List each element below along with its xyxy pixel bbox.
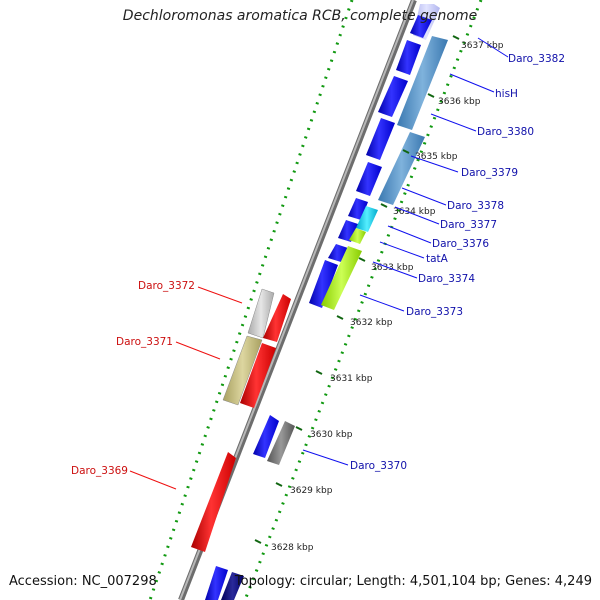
label-daro-3380[interactable]: Daro_3380 xyxy=(477,126,534,138)
label-daro-3369[interactable]: Daro_3369 xyxy=(71,465,128,477)
label-daro-3374[interactable]: Daro_3374 xyxy=(418,273,475,285)
label-daro-3371[interactable]: Daro_3371 xyxy=(116,336,173,348)
ruler-labels: 3637 kbp 3636 kbp 3635 kbp 3634 kbp 3633… xyxy=(271,41,504,553)
ruler-label: 3632 kbp xyxy=(350,318,393,328)
ruler-label: 3630 kbp xyxy=(310,430,353,440)
ruler-label: 3636 kbp xyxy=(438,97,481,107)
label-daro-3376[interactable]: Daro_3376 xyxy=(432,238,489,250)
label-tatA[interactable]: tatA xyxy=(426,253,449,265)
gene-blue-4[interactable] xyxy=(366,118,395,160)
accession-text: Accession: NC_007298 xyxy=(9,574,157,589)
forward-strand-genes xyxy=(205,4,448,600)
gene-daro-3371[interactable] xyxy=(222,335,263,406)
tick-track xyxy=(148,0,483,600)
ruler-label: 3635 kbp xyxy=(415,152,458,162)
gene-red-lower[interactable] xyxy=(240,343,276,408)
reverse-strand-genes xyxy=(191,288,291,552)
reverse-gene-labels: Daro_3372 Daro_3371 Daro_3369 xyxy=(71,280,195,477)
gene-tatA[interactable] xyxy=(349,228,366,244)
gene-blue-3[interactable] xyxy=(378,76,408,117)
gene-navy-bottom[interactable] xyxy=(221,572,244,600)
label-daro-3370[interactable]: Daro_3370 xyxy=(350,460,407,472)
label-daro-3379[interactable]: Daro_3379 xyxy=(461,167,518,179)
gene-blue-1[interactable] xyxy=(410,15,432,38)
gene-blue-bottom[interactable] xyxy=(205,566,228,600)
label-daro-3382[interactable]: Daro_3382 xyxy=(508,53,565,65)
label-hisH[interactable]: hisH xyxy=(495,88,518,100)
gene-cyan[interactable] xyxy=(356,206,378,232)
ruler-label: 3634 kbp xyxy=(393,207,436,217)
ruler-label: 3629 kbp xyxy=(290,486,333,496)
topology-text: Topology: circular; Length: 4,501,104 bp… xyxy=(234,574,592,589)
gene-daro-3380[interactable] xyxy=(378,132,425,205)
gene-daro-3374[interactable] xyxy=(321,246,362,310)
gene-blue-lower[interactable] xyxy=(253,415,279,458)
ruler-label: 3628 kbp xyxy=(271,543,314,553)
ruler-label: 3637 kbp xyxy=(461,41,504,51)
label-daro-3372[interactable]: Daro_3372 xyxy=(138,280,195,292)
ruler-label: 3631 kbp xyxy=(330,374,373,384)
ruler-label: 3633 kbp xyxy=(371,263,414,273)
gene-red-upper[interactable] xyxy=(263,294,291,342)
label-daro-3373[interactable]: Daro_3373 xyxy=(406,306,463,318)
gene-hisH[interactable] xyxy=(397,36,448,130)
gene-blue-9[interactable] xyxy=(309,260,338,308)
major-ticks xyxy=(254,35,460,544)
gene-daro-3370[interactable] xyxy=(267,421,295,465)
label-daro-3378[interactable]: Daro_3378 xyxy=(447,200,504,212)
map-title: Dechloromonas aromatica RCB, complete ge… xyxy=(122,8,478,24)
gene-daro-3369[interactable] xyxy=(191,452,236,552)
reverse-label-leaders xyxy=(129,286,243,490)
gene-blue-2[interactable] xyxy=(396,40,421,75)
gene-blue-5[interactable] xyxy=(356,162,382,196)
forward-gene-labels: Daro_3382 hisH Daro_3380 Daro_3379 Daro_… xyxy=(350,53,565,472)
forward-label-leaders xyxy=(302,37,509,466)
label-daro-3377[interactable]: Daro_3377 xyxy=(440,219,497,231)
